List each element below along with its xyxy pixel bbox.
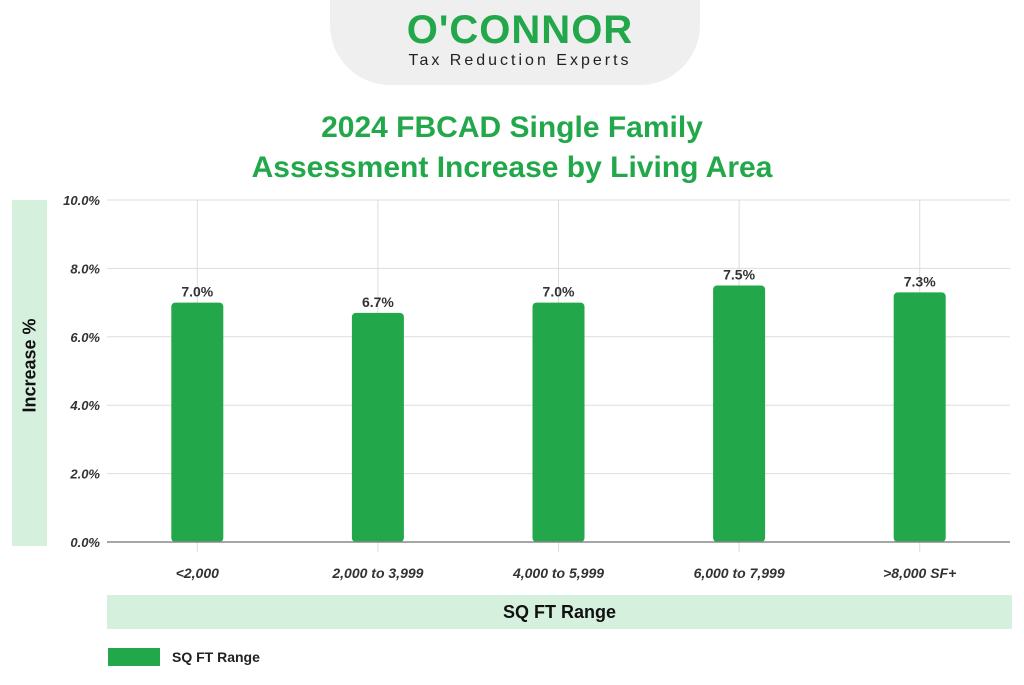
chart-title: 2024 FBCAD Single Family Assessment Incr…: [0, 108, 1024, 188]
logo-tagline: Tax Reduction Experts: [408, 52, 632, 69]
legend-swatch: [108, 648, 160, 666]
data-label: 6.7%: [362, 294, 394, 310]
x-tick-label: 4,000 to 5,999: [512, 565, 604, 581]
data-label: 7.3%: [904, 273, 936, 289]
y-tick-label: 10.0%: [63, 193, 100, 208]
data-label: 7.0%: [543, 284, 575, 300]
y-tick-label: 2.0%: [69, 467, 100, 482]
bar: [893, 292, 946, 542]
bar: [532, 302, 585, 542]
data-label: 7.5%: [723, 267, 755, 283]
logo: O'CONNOR Tax Reduction Experts: [340, 8, 700, 70]
logo-name: O'CONNOR: [406, 8, 634, 52]
title-line-2: Assessment Increase by Living Area: [251, 151, 773, 184]
title-line-1: 2024 FBCAD Single Family: [321, 111, 703, 144]
bar: [713, 285, 766, 542]
bar: [351, 312, 404, 542]
x-axis-label: SQ FT Range: [107, 595, 1012, 629]
y-tick-label: 4.0%: [69, 398, 100, 413]
y-tick-label: 8.0%: [70, 261, 100, 276]
x-tick-label: 2,000 to 3,999: [331, 565, 423, 581]
data-label: 7.0%: [181, 284, 213, 300]
y-axis-label-box: [12, 200, 47, 546]
y-tick-label: 0.0%: [70, 535, 100, 550]
logo-background: [330, 0, 700, 85]
legend: SQ FT Range: [108, 648, 260, 666]
y-tick-label: 6.0%: [70, 330, 100, 345]
x-tick-label: <2,000: [176, 565, 219, 581]
bar: [171, 302, 224, 542]
x-tick-label: >8,000 SF+: [883, 565, 956, 581]
x-tick-label: 6,000 to 7,999: [694, 565, 785, 581]
legend-label: SQ FT Range: [172, 649, 260, 665]
